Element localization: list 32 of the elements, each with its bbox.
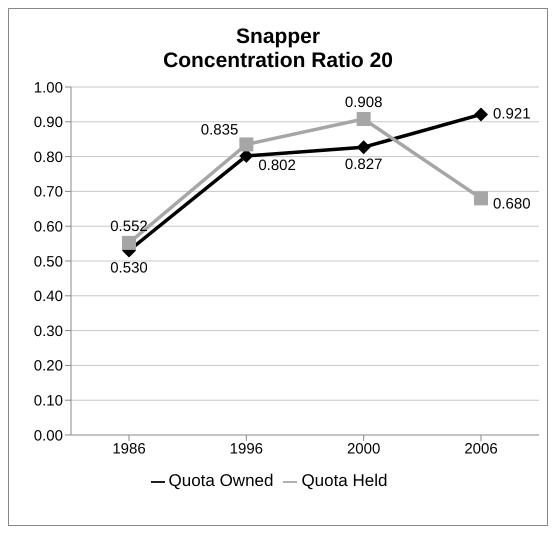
y-tick-label: 0.80 bbox=[34, 148, 63, 166]
data-label: 0.827 bbox=[344, 156, 382, 174]
data-label: 0.835 bbox=[200, 121, 238, 138]
y-tick-label: 0.20 bbox=[34, 358, 63, 375]
y-tick-label: 0.00 bbox=[34, 427, 63, 444]
point bbox=[474, 191, 488, 206]
x-tick-label: 2006 bbox=[464, 440, 498, 458]
data-label: 0.908 bbox=[344, 94, 382, 112]
y-tick-label: 0.30 bbox=[34, 322, 63, 340]
y-tick-label: 0.90 bbox=[34, 114, 63, 132]
point bbox=[356, 112, 371, 126]
point bbox=[356, 140, 371, 154]
y-tick-label: 0.40 bbox=[34, 288, 63, 306]
x-tick-label: 1996 bbox=[230, 440, 264, 458]
chart-title: Snapper Concentration Ratio 20 bbox=[162, 25, 394, 73]
point bbox=[239, 137, 254, 152]
x-tick-label: 2000 bbox=[346, 440, 380, 458]
data-label: 0.802 bbox=[258, 156, 296, 174]
y-tick-label: 0.10 bbox=[34, 392, 63, 410]
data-label: 0.552 bbox=[110, 218, 148, 235]
legend-label: Quota Held bbox=[301, 471, 388, 490]
y-tick-label: 0.50 bbox=[34, 253, 63, 270]
legend-label: Quota Owned bbox=[168, 471, 274, 490]
y-tick-label: 1.00 bbox=[34, 79, 63, 96]
y-tick-label: 0.70 bbox=[34, 184, 63, 201]
point bbox=[474, 107, 488, 122]
x-tick-label: 1986 bbox=[112, 440, 146, 458]
point bbox=[122, 236, 136, 250]
data-label: 0.530 bbox=[110, 260, 148, 277]
y-tick-label: 0.60 bbox=[34, 218, 63, 236]
data-label: 0.680 bbox=[493, 195, 531, 212]
data-label: 0.921 bbox=[493, 105, 531, 122]
